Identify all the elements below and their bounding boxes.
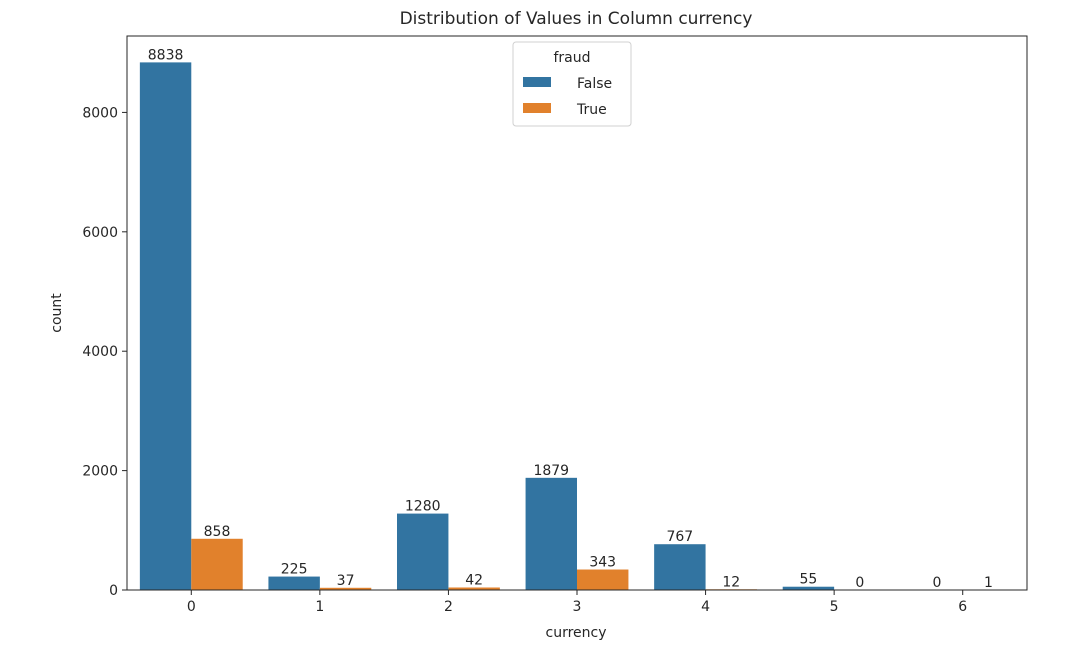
x-tick-label-4: 4 <box>701 599 710 615</box>
x-axis: 0 1 2 3 4 5 6 <box>187 590 967 615</box>
bar-false-0 <box>139 62 192 590</box>
y-tick-label-6000: 6000 <box>82 225 118 241</box>
bar-true-0 <box>191 538 243 590</box>
legend-swatch-true <box>523 103 551 113</box>
bar-false-4 <box>654 544 706 590</box>
bar-label-false-3: 1879 <box>533 463 569 479</box>
legend-swatch-false <box>523 77 551 87</box>
y-axis-label: count <box>49 293 65 333</box>
bar-true-3 <box>577 569 629 590</box>
bar-label-true-5: 0 <box>855 575 864 591</box>
x-tick-label-0: 0 <box>187 599 196 615</box>
bar-false-3 <box>525 477 577 590</box>
bar-label-false-4: 767 <box>666 529 693 545</box>
legend-label-true: True <box>576 102 607 118</box>
bar-false-2 <box>397 513 449 590</box>
bar-true-1 <box>319 587 372 590</box>
bar-label-true-2: 42 <box>465 572 483 588</box>
bar-label-false-6: 0 <box>933 575 942 591</box>
x-tick-label-6: 6 <box>958 599 967 615</box>
y-tick-label-4000: 4000 <box>82 344 118 360</box>
bar-label-true-3: 343 <box>589 555 616 571</box>
legend-label-false: False <box>577 76 612 92</box>
y-axis: 0 2000 4000 6000 8000 <box>82 105 127 599</box>
legend-title: fraud <box>553 50 590 66</box>
x-tick-label-5: 5 <box>830 599 839 615</box>
x-tick-label-3: 3 <box>573 599 582 615</box>
bar-label-true-6: 1 <box>984 575 993 591</box>
bars-group <box>139 62 1015 590</box>
bar-label-false-2: 1280 <box>405 499 441 515</box>
y-tick-label-2000: 2000 <box>82 464 118 480</box>
bar-label-true-0: 858 <box>204 524 231 540</box>
y-tick-label-0: 0 <box>109 583 118 599</box>
bar-true-2 <box>448 587 500 590</box>
x-tick-label-1: 1 <box>315 599 324 615</box>
bar-label-true-1: 37 <box>337 573 355 589</box>
bar-label-false-1: 225 <box>281 562 308 578</box>
y-tick-label-8000: 8000 <box>82 105 118 121</box>
x-tick-label-2: 2 <box>444 599 453 615</box>
chart-title: Distribution of Values in Column currenc… <box>400 9 753 29</box>
bar-labels-group: 8838 858 225 37 1280 42 1879 343 767 12 55 0 0 1 <box>148 47 993 591</box>
bar-label-true-4: 12 <box>722 574 740 590</box>
legend: fraud False True <box>512 41 632 127</box>
bar-false-1 <box>268 576 320 590</box>
bar-label-false-0: 8838 <box>148 47 184 63</box>
x-axis-label: currency <box>546 625 607 641</box>
bar-false-5 <box>782 586 835 590</box>
bar-label-false-5: 55 <box>800 572 818 588</box>
